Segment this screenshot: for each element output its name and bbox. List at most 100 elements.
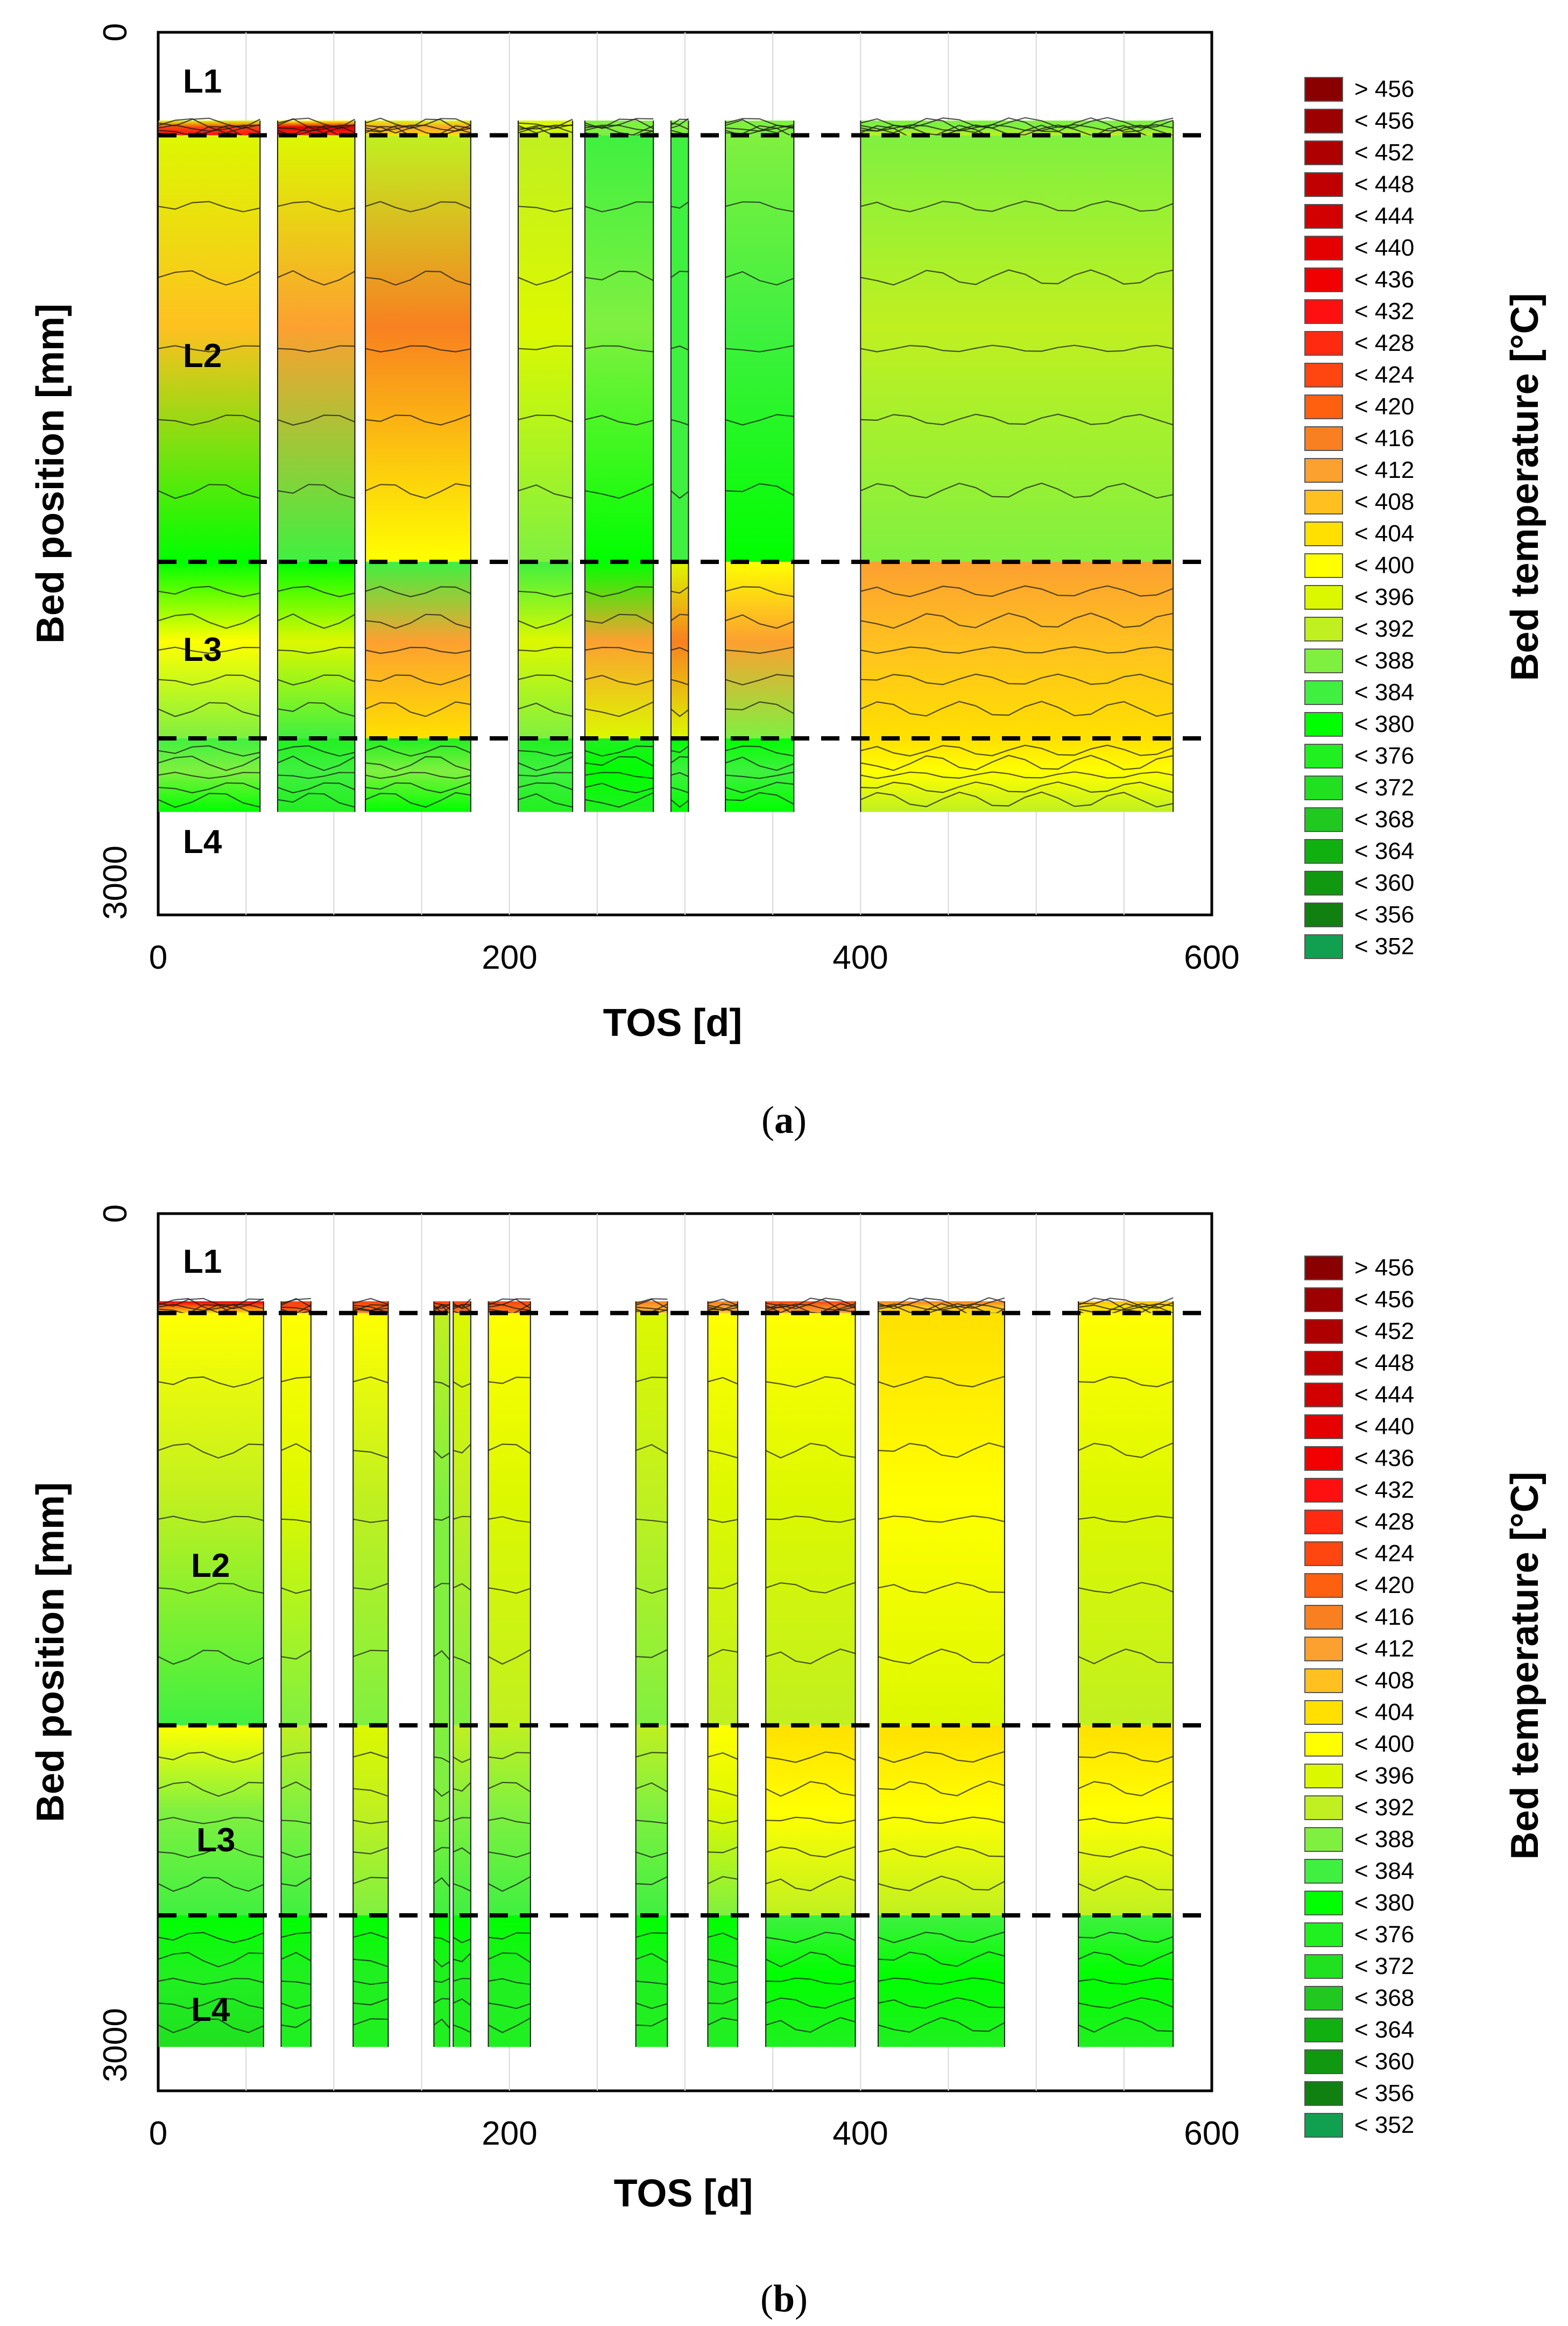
isoline — [1078, 1932, 1174, 1943]
contour-band — [353, 1313, 389, 1725]
isoline — [365, 701, 471, 717]
isoline — [353, 1518, 389, 1523]
isoline — [434, 1381, 450, 1388]
isoline — [635, 1782, 668, 1793]
isoline — [353, 1980, 389, 1985]
isoline — [584, 783, 654, 794]
legend-swatch — [1304, 490, 1343, 514]
isoline — [708, 1752, 738, 1760]
isoline — [725, 201, 794, 213]
legend-swatch — [1304, 363, 1343, 387]
contour-band — [158, 1313, 264, 1725]
contour-segment — [765, 1298, 856, 2047]
isoline — [365, 586, 471, 597]
isoline — [765, 1751, 856, 1763]
isoline — [158, 1583, 264, 1594]
isoline — [353, 1820, 389, 1824]
isoline — [453, 1936, 471, 1943]
isoline — [766, 1516, 856, 1523]
legend-swatch — [1304, 2018, 1343, 2042]
legend-entry-label: < 416 — [1354, 425, 1414, 452]
isoline — [277, 793, 355, 808]
legend-entry-label: < 440 — [1354, 235, 1414, 261]
legend-swatch — [1304, 1541, 1343, 1566]
contour-band — [353, 1915, 389, 2047]
isoline — [277, 270, 356, 286]
isoline — [765, 2017, 856, 2033]
x-tick-label: 200 — [482, 939, 537, 976]
legend-swatch — [1304, 2049, 1343, 2074]
legend-entry-label: < 364 — [1354, 2017, 1414, 2043]
isoline — [725, 701, 794, 714]
isoline — [158, 1816, 264, 1824]
isoline — [860, 612, 1174, 629]
isoline — [725, 646, 794, 654]
isoline — [281, 1587, 312, 1594]
isoline — [1078, 1977, 1174, 1985]
isoline — [158, 201, 260, 213]
isoline — [878, 1876, 1005, 1892]
isoline — [365, 270, 471, 286]
isoline — [488, 1817, 531, 1824]
legend-swatch — [1304, 1573, 1343, 1598]
isoline — [670, 708, 689, 717]
isoline — [765, 1997, 856, 2009]
isoline — [281, 1376, 311, 1383]
isoline — [277, 613, 356, 629]
legend-entry-label: < 392 — [1354, 1794, 1414, 1821]
isoline — [878, 1376, 1005, 1388]
isoline — [158, 1846, 264, 1858]
isoline — [584, 614, 654, 625]
legend-entry-label: < 372 — [1354, 774, 1414, 801]
legend-swatch — [1304, 1986, 1343, 2011]
isoline — [488, 1376, 531, 1384]
y-axis-label-b: Bed position [mm] — [29, 1482, 72, 1822]
isoline — [488, 1876, 531, 1892]
legend-swatch — [1304, 172, 1343, 197]
isoline — [584, 586, 654, 597]
isoline — [725, 483, 794, 496]
legend-entry-label: < 380 — [1354, 1890, 1414, 1916]
legend-entry-label: < 380 — [1354, 711, 1414, 737]
legend-entry-label: < 424 — [1354, 1540, 1414, 1567]
isoline — [860, 771, 1174, 779]
isoline — [365, 345, 471, 353]
legend-entry-label: < 400 — [1354, 552, 1414, 579]
isoline — [277, 484, 355, 499]
legend-swatch — [1304, 807, 1343, 832]
legend-entry-label: < 448 — [1354, 1350, 1414, 1376]
isoline — [488, 1952, 531, 1963]
isoline — [277, 414, 355, 426]
isoline — [584, 792, 654, 808]
isoline — [281, 1650, 312, 1660]
isoline — [878, 1442, 1005, 1458]
isoline — [453, 1516, 471, 1520]
isoline — [1078, 1816, 1174, 1824]
layer-label-L4: L4 — [191, 1991, 230, 2028]
isoline — [433, 2018, 450, 2029]
isoline — [584, 756, 654, 767]
legend-entry-label: > 456 — [1354, 1254, 1414, 1281]
legend-entry-label: < 352 — [1354, 933, 1414, 960]
isoline — [765, 1951, 856, 1968]
contour-segment — [488, 1298, 531, 2047]
isoline — [453, 1302, 471, 1309]
legend-entry-label: < 372 — [1354, 1953, 1414, 1979]
isoline — [765, 1442, 856, 1459]
isoline — [1078, 1951, 1174, 1967]
isoline — [670, 756, 689, 764]
isoline — [707, 1303, 738, 1312]
caption-b: (b) — [760, 2277, 808, 2320]
isoline — [453, 1583, 471, 1591]
isoline — [158, 782, 260, 794]
isoline — [488, 2002, 531, 2010]
isoline — [453, 1998, 471, 2006]
contour-band — [708, 1725, 738, 1915]
legend-swatch — [1304, 521, 1343, 546]
isoline — [708, 1846, 738, 1853]
isoline — [277, 345, 355, 353]
isoline — [584, 772, 654, 779]
isoline — [365, 614, 471, 629]
x-tick-label: 400 — [832, 2115, 888, 2152]
